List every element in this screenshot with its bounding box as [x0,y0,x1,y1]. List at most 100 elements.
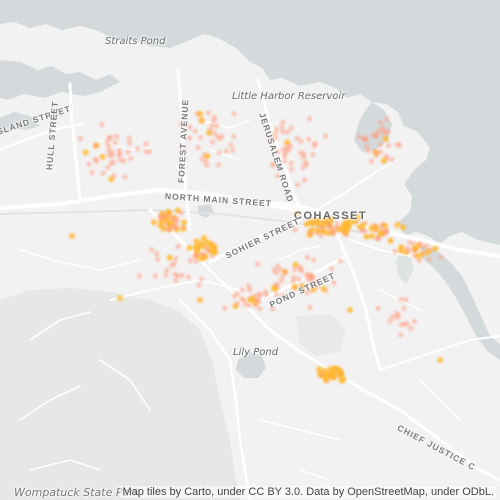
incident-point [113,133,119,140]
incident-point [347,307,353,313]
incident-point [157,222,164,229]
incident-point [209,253,215,259]
incident-point [425,249,432,256]
incident-point [204,162,210,168]
incident-point [281,146,287,152]
incident-point [341,224,348,231]
incident-point [288,160,294,166]
incident-point [382,131,388,137]
incident-point [197,297,203,303]
incident-point [371,148,378,154]
incident-point [304,254,311,260]
incident-point [107,135,114,141]
incident-point [280,128,286,135]
king-street [379,335,500,371]
route-3a [0,188,500,258]
incident-point [356,134,363,140]
incident-point [280,293,286,299]
incident-point [152,273,158,279]
incident-point [181,148,187,154]
main-street [148,208,500,482]
incident-point [288,166,295,172]
incident-point [364,143,370,149]
incident-point [105,165,111,171]
incident-point [154,251,160,257]
incident-point [267,135,273,141]
incident-point [110,159,116,165]
incident-point [280,119,286,125]
incident-point [337,369,344,376]
incident-point [398,296,404,302]
incident-point [121,158,127,164]
incident-point [180,224,186,230]
incident-point [201,251,207,257]
incident-point [247,297,253,303]
incident-point [373,152,379,159]
map-attribution: Map tiles by Carto, under CC BY 3.0. Dat… [120,486,496,498]
incident-point [136,273,143,279]
incident-point [275,173,281,179]
jerusalem-road-east [305,159,397,217]
incident-point [204,153,211,160]
incident-point [282,269,288,275]
incident-point [166,254,173,261]
incident-point [412,248,418,254]
incident-point [298,150,304,156]
incident-point [92,143,98,149]
incident-point [77,135,84,142]
incident-point [304,290,310,296]
incident-point [334,220,341,226]
incident-point [234,300,240,306]
incident-point [216,136,222,142]
incident-point [379,125,385,131]
incident-point [306,136,312,142]
incident-point [275,149,281,155]
straits-pond [0,60,120,100]
incident-point [398,332,404,338]
incident-point [385,142,391,148]
beechwood-street [178,298,252,500]
incident-point [173,224,179,230]
incident-point [126,135,132,141]
incident-point [112,140,118,146]
incident-point [338,377,345,384]
incident-point [82,149,89,156]
incident-point [294,135,300,141]
incident-point [125,149,131,155]
incident-point [175,244,181,250]
incident-point [292,227,298,233]
incident-point [325,373,331,379]
incident-point [99,122,105,128]
incident-point [343,218,350,224]
ocean [0,0,500,245]
incident-point [253,302,259,309]
incident-point [323,215,330,222]
incident-point [300,154,307,160]
incident-point [311,142,317,149]
incident-point [404,245,410,252]
incident-point [336,226,343,233]
incident-point [186,245,193,251]
incident-point [206,110,212,116]
incident-point [383,228,389,234]
incident-point [155,256,161,262]
incident-point [222,305,228,311]
incident-point [198,276,205,282]
border-street [349,239,411,257]
incident-point [302,159,308,165]
incident-point [377,141,383,147]
incident-point [399,224,406,231]
incident-point [246,302,252,308]
incident-point [156,214,163,220]
incident-point [143,141,149,147]
incident-point [398,244,405,251]
incident-point [223,148,229,154]
incident-point [179,272,185,278]
incident-point [169,224,175,230]
incident-point [230,147,236,153]
incident-point [378,119,384,125]
incident-point [86,161,92,167]
incident-point [122,174,128,180]
